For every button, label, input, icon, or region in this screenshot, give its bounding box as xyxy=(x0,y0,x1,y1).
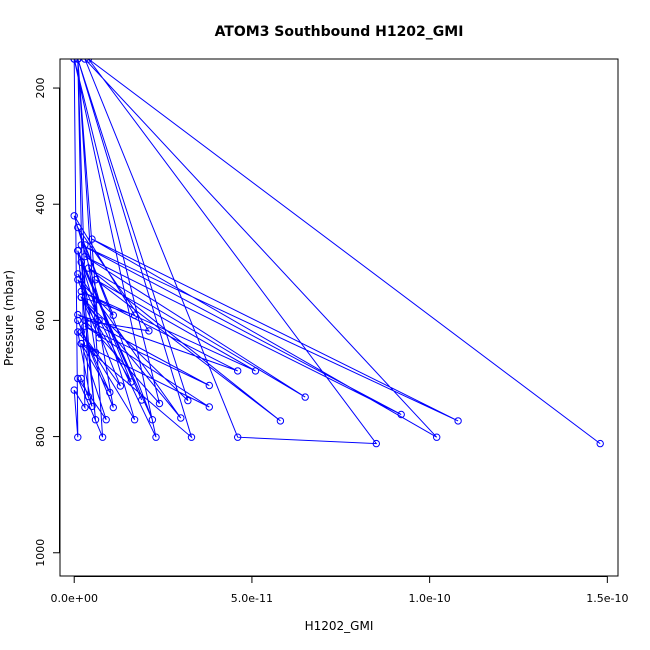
data-point xyxy=(152,433,160,441)
data-point xyxy=(74,310,82,319)
data-point xyxy=(77,328,86,336)
x-tick-label: 1.0e-10 xyxy=(409,592,451,605)
data-point xyxy=(109,311,118,319)
y-axis-label: Pressure (mbar) xyxy=(2,270,16,366)
data-point xyxy=(177,414,185,422)
data-point xyxy=(155,399,164,408)
y-tick-label: 1000 xyxy=(34,539,47,567)
x-axis-label: H1202_GMI xyxy=(305,619,374,633)
data-point xyxy=(77,241,86,249)
data-point xyxy=(74,270,82,278)
data-point xyxy=(106,388,114,397)
data-point xyxy=(397,410,405,419)
plot-area xyxy=(70,59,604,448)
data-point xyxy=(109,403,118,412)
data-point xyxy=(127,378,135,386)
data-point xyxy=(81,403,89,412)
data-point xyxy=(74,374,82,383)
data-point xyxy=(70,59,78,63)
data-point xyxy=(88,402,96,411)
data-point xyxy=(77,258,86,266)
data-point xyxy=(74,316,82,325)
data-point xyxy=(95,316,103,325)
data-layer xyxy=(70,59,604,448)
data-point xyxy=(98,433,107,441)
y-tick-label: 200 xyxy=(34,78,47,99)
data-point xyxy=(301,393,309,401)
x-tick-label: 1.5e-10 xyxy=(586,592,628,605)
data-point xyxy=(77,339,86,348)
series-line xyxy=(73,59,601,445)
data-point xyxy=(130,416,139,424)
data-point xyxy=(81,322,89,330)
data-point xyxy=(74,247,82,255)
data-point xyxy=(205,381,214,390)
data-point xyxy=(84,392,93,401)
data-point xyxy=(88,235,96,243)
data-point xyxy=(74,328,82,336)
y-tick-label: 400 xyxy=(34,194,47,215)
data-point xyxy=(234,367,242,375)
data-point xyxy=(74,223,82,232)
data-point xyxy=(74,276,82,284)
data-point xyxy=(145,327,153,335)
x-tick-label: 0.0e+00 xyxy=(50,592,97,605)
data-point xyxy=(148,416,157,424)
data-point xyxy=(84,59,93,63)
data-point xyxy=(70,386,78,394)
data-point xyxy=(84,264,93,272)
data-point xyxy=(77,374,86,383)
plot-frame xyxy=(59,58,619,577)
data-point xyxy=(91,348,100,357)
data-point xyxy=(91,416,100,424)
data-point xyxy=(130,311,139,319)
data-point xyxy=(81,316,89,325)
data-point xyxy=(95,334,103,342)
data-point xyxy=(81,252,89,261)
data-point xyxy=(116,382,125,390)
data-point xyxy=(251,367,260,375)
data-point xyxy=(187,433,196,441)
data-point xyxy=(74,59,82,63)
y-tick-label: 600 xyxy=(34,310,47,331)
data-point xyxy=(234,433,242,441)
data-point xyxy=(596,439,604,448)
x-tick-label: 5.0e-11 xyxy=(231,592,273,605)
data-point xyxy=(433,433,441,441)
y-tick-label: 800 xyxy=(34,426,47,447)
data-point xyxy=(70,212,78,220)
data-point xyxy=(184,396,192,405)
data-point xyxy=(138,396,146,404)
data-point xyxy=(372,439,380,448)
data-point xyxy=(276,417,285,425)
data-point xyxy=(205,403,214,411)
data-point xyxy=(91,276,100,284)
data-point xyxy=(102,416,110,424)
chart-title: ATOM3 Southbound H1202_GMI xyxy=(215,24,464,40)
data-point xyxy=(81,241,89,249)
data-point xyxy=(454,417,462,425)
data-point xyxy=(77,287,86,296)
data-point xyxy=(74,433,82,441)
data-point xyxy=(77,293,86,301)
data-point xyxy=(81,59,89,63)
